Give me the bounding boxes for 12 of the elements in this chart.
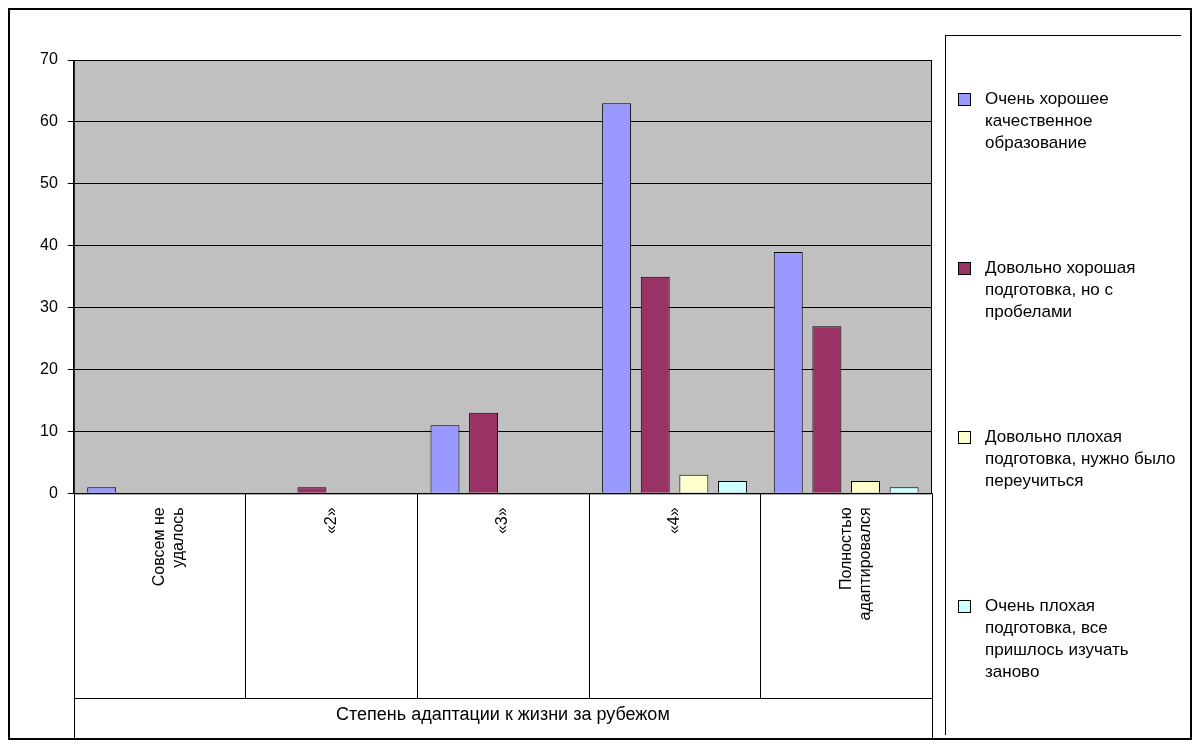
legend-label: Довольно хорошая подготовка, но с пробелами [985, 256, 1137, 323]
legend-label: Довольно плохая подготовка, нужно было переучиться [985, 426, 1177, 493]
y-tick-label: 20 [40, 359, 58, 377]
y-tick-label: 10 [40, 421, 58, 439]
y-tick-label: 0 [48, 483, 58, 501]
y-tick-label: 50 [40, 174, 58, 192]
legend-label: Очень плохая подготовка, все пришлось изучать заново [985, 595, 1130, 684]
y-tick-label: 40 [40, 236, 58, 254]
y-tick-label: 30 [40, 298, 58, 316]
y-tick-label: 60 [40, 112, 58, 130]
y-tick-label: 70 [40, 50, 58, 68]
legend-label: Очень хорошее качественное образование [985, 87, 1110, 154]
